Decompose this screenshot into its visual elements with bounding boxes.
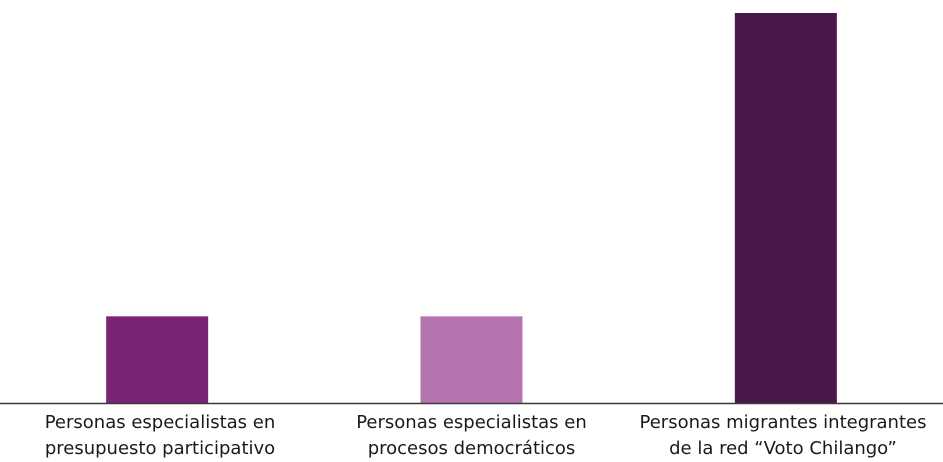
bar — [734, 13, 837, 403]
x-tick-label: Personas migrantes integrantes de la red… — [639, 412, 927, 459]
bar — [106, 316, 209, 403]
x-tick-label: Personas especialistas en presupuesto pa… — [44, 412, 276, 459]
bar — [420, 316, 523, 403]
x-tick-label: Personas especialistas en procesos democ… — [356, 412, 587, 459]
